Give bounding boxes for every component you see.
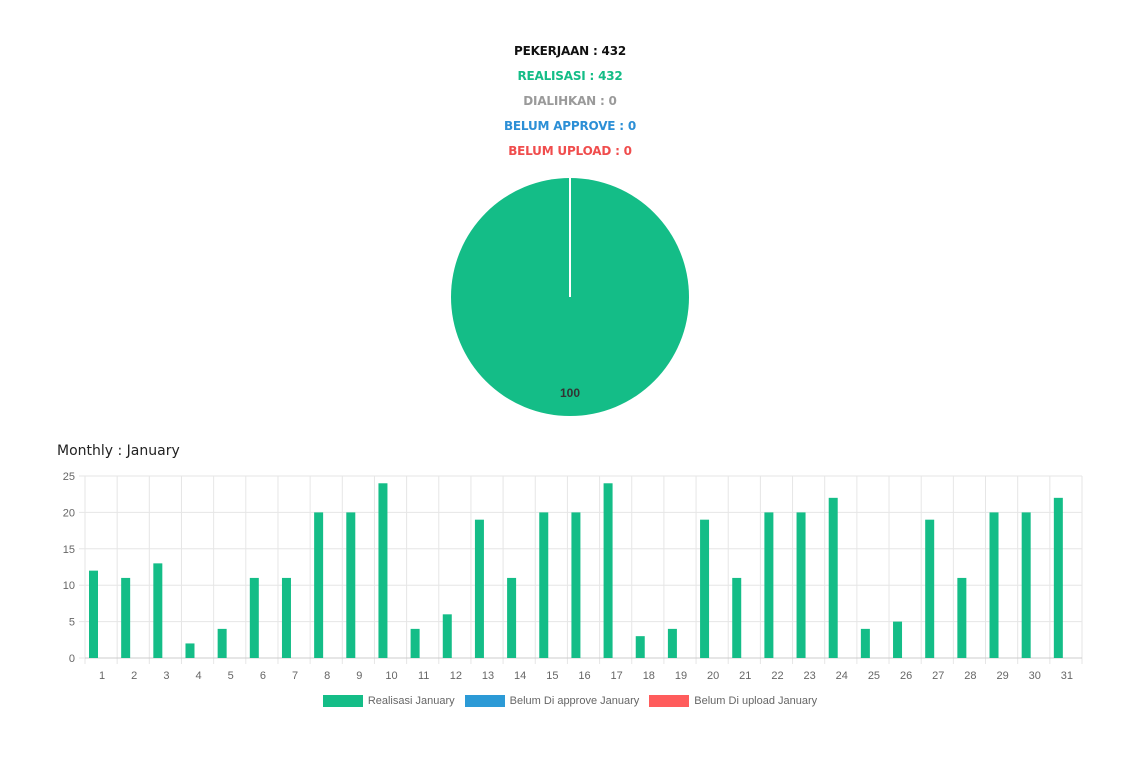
bar-realisasi-january-21[interactable] [732, 577, 742, 658]
x-tick-label: 13 [482, 670, 494, 682]
bar-realisasi-january-23[interactable] [796, 512, 806, 658]
y-tick-label: 10 [63, 580, 75, 592]
bar-realisasi-january-2[interactable] [121, 577, 131, 658]
bar-realisasi-january-15[interactable] [539, 512, 549, 658]
bar-realisasi-january-10[interactable] [378, 483, 388, 658]
belum-upload-total: BELUM UPLOAD : 0 [508, 144, 632, 158]
y-tick-label: 15 [63, 544, 75, 556]
x-tick-label: 17 [611, 670, 623, 682]
x-tick-label: 9 [356, 670, 362, 682]
bar-realisasi-january-18[interactable] [635, 636, 645, 658]
bar-realisasi-january-11[interactable] [410, 628, 420, 658]
pekerjaan-total: PEKERJAAN : 432 [513, 44, 626, 58]
bar-realisasi-january-27[interactable] [925, 519, 935, 658]
bar-realisasi-january-25[interactable] [860, 628, 870, 658]
x-tick-label: 22 [771, 670, 783, 682]
bar-realisasi-january-20[interactable] [700, 519, 710, 658]
bar-realisasi-january-30[interactable] [1021, 512, 1031, 658]
summary-panel: PEKERJAAN : 432 REALISASI : 432 DIALIHKA… [0, 44, 1140, 169]
legend-label: Belum Di upload January [694, 695, 818, 707]
y-tick-label: 20 [63, 507, 75, 519]
x-tick-label: 24 [836, 670, 848, 682]
x-tick-label: 21 [739, 670, 751, 682]
bar-realisasi-january-4[interactable] [185, 643, 195, 658]
legend-label: Belum Di approve January [509, 695, 640, 707]
bar-realisasi-january-12[interactable] [442, 614, 452, 658]
bar-realisasi-january-28[interactable] [957, 577, 967, 658]
belum-approve-total: BELUM APPROVE : 0 [503, 119, 636, 133]
legend-item[interactable]: Belum Di upload January [649, 695, 817, 707]
x-tick-label: 12 [450, 670, 462, 682]
x-tick-label: 14 [514, 670, 526, 682]
x-tick-label: 20 [707, 670, 719, 682]
x-tick-label: 5 [228, 670, 234, 682]
y-tick-label: 25 [63, 471, 75, 483]
x-tick-label: 30 [1029, 670, 1041, 682]
x-tick-label: 19 [675, 670, 687, 682]
bar-realisasi-january-3[interactable] [153, 563, 163, 658]
x-tick-label: 8 [324, 670, 330, 682]
bar-realisasi-january-5[interactable] [217, 628, 227, 658]
x-tick-label: 23 [804, 670, 816, 682]
y-tick-label: 0 [69, 653, 75, 665]
x-tick-label: 25 [868, 670, 880, 682]
dialihkan-total: DIALIHKAN : 0 [523, 94, 617, 108]
legend-item[interactable]: Realisasi January [322, 695, 455, 707]
x-tick-label: 3 [163, 670, 169, 682]
pie-data-label: 100 [560, 386, 580, 400]
bar-realisasi-january-8[interactable] [314, 512, 324, 658]
bar-realisasi-january-14[interactable] [507, 577, 517, 658]
bar-realisasi-january-13[interactable] [474, 519, 484, 658]
legend-item[interactable]: Belum Di approve January [464, 695, 640, 707]
x-tick-label: 28 [964, 670, 976, 682]
bar-realisasi-january-31[interactable] [1053, 497, 1063, 658]
bar-realisasi-january-22[interactable] [764, 512, 774, 658]
legend-swatch [322, 695, 363, 707]
x-tick-label: 29 [996, 670, 1008, 682]
x-tick-label: 27 [932, 670, 944, 682]
y-tick-label: 5 [69, 617, 75, 629]
bar-realisasi-january-1[interactable] [89, 570, 98, 658]
x-tick-label: 2 [131, 670, 137, 682]
x-tick-label: 6 [260, 670, 266, 682]
bar-chart-legend: Realisasi January Belum Di approve Januar… [0, 695, 1140, 707]
bar-realisasi-january-16[interactable] [571, 512, 581, 658]
x-tick-label: 26 [900, 670, 912, 682]
bar-realisasi-january-17[interactable] [603, 483, 613, 658]
monthly-title: Monthly : January [57, 443, 180, 459]
pie-chart: 100 [451, 178, 689, 416]
x-tick-label: 4 [196, 670, 202, 682]
legend-label: Realisasi January [367, 695, 455, 707]
x-tick-label: 16 [578, 670, 590, 682]
bar-realisasi-january-29[interactable] [989, 512, 999, 658]
x-tick-label: 10 [385, 670, 397, 682]
x-tick-label: 18 [643, 670, 655, 682]
legend-swatch [649, 695, 690, 707]
bar-realisasi-january-6[interactable] [249, 577, 259, 658]
legend-swatch [464, 695, 505, 707]
bar-realisasi-january-19[interactable] [667, 628, 677, 658]
realisasi-total: REALISASI : 432 [517, 69, 623, 83]
bar-realisasi-january-7[interactable] [281, 577, 291, 658]
x-tick-label: 1 [99, 670, 105, 682]
bar-realisasi-january-26[interactable] [893, 621, 903, 658]
bar-realisasi-january-24[interactable] [828, 497, 838, 658]
x-tick-label: 15 [546, 670, 558, 682]
x-tick-label: 7 [292, 670, 298, 682]
x-tick-label: 11 [418, 670, 429, 682]
bar-realisasi-january-9[interactable] [346, 512, 356, 658]
x-tick-label: 31 [1061, 670, 1073, 682]
